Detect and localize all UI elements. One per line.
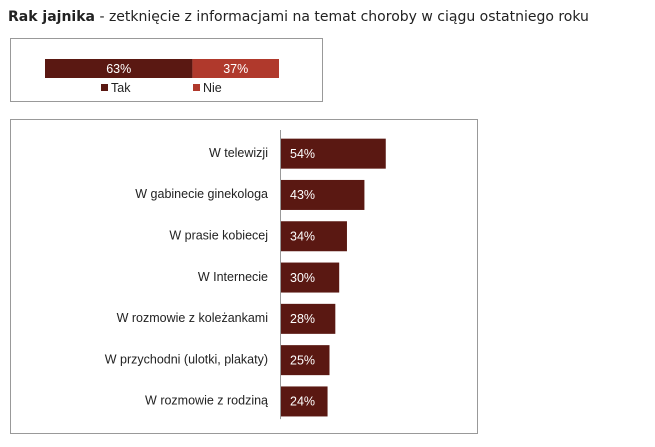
y-tick-label: W prasie kobiecej [169,229,268,243]
value-label: 63% [106,62,131,76]
bar [281,303,336,334]
panel-frame [10,38,323,102]
y-tick-label: W rozmowie z koleżankami [117,311,268,325]
y-tick-label: W przychodni (ulotki, plakaty) [105,352,268,366]
bar [281,179,365,210]
legend-label: Nie [203,81,222,95]
value-label: 28% [290,312,315,326]
legend-swatch [101,84,108,91]
bar [281,262,340,293]
value-label: 37% [223,62,248,76]
panel-frame [10,119,478,434]
value-label: 24% [290,395,315,409]
bar-segment [45,59,193,78]
value-label: 54% [290,147,315,161]
bar [281,386,328,417]
page-title: Rak jajnika - zetknięcie z informacjami … [8,9,589,25]
title-rest: - zetknięcie z informacjami na temat cho… [99,9,588,25]
value-label: 43% [290,188,315,202]
y-tick-label: W Internecie [198,270,268,284]
y-tick-label: W telewizji [209,146,268,160]
legend-label: Tak [111,81,131,95]
legend-swatch [193,84,200,91]
y-tick-label: W gabinecie ginekologa [135,187,268,201]
value-label: 30% [290,271,315,285]
bar [281,138,386,169]
y-tick-label: W rozmowie z rodziną [145,394,268,408]
bar [281,221,347,252]
bar [281,345,330,376]
value-label: 34% [290,230,315,244]
bar-segment [192,59,279,78]
value-label: 25% [290,353,315,367]
title-bold: Rak jajnika [8,9,95,25]
